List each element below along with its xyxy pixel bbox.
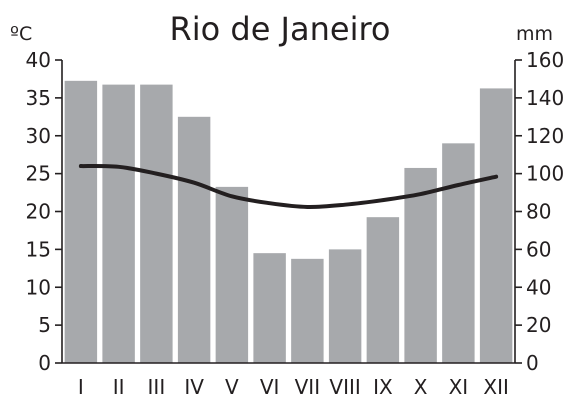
precipitation-bar-IX bbox=[366, 217, 400, 363]
precipitation-bar-X bbox=[404, 167, 437, 363]
month-label-I: I bbox=[78, 375, 84, 399]
right-tick-label-100: 100 bbox=[526, 162, 564, 186]
precipitation-bar-VII bbox=[291, 258, 324, 363]
left-tick-label-40: 40 bbox=[26, 48, 51, 72]
right-tick-label-140: 140 bbox=[526, 86, 564, 110]
precipitation-bar-II bbox=[102, 84, 135, 364]
precipitation-bar-III bbox=[140, 84, 173, 364]
left-tick-label-0: 0 bbox=[38, 351, 51, 375]
right-axis-unit-label: mm bbox=[516, 23, 553, 45]
left-axis-unit-label: ºC bbox=[10, 23, 32, 45]
right-tick-label-20: 20 bbox=[526, 313, 551, 337]
right-tick-label-160: 160 bbox=[526, 48, 564, 72]
left-tick-label-20: 20 bbox=[26, 200, 51, 224]
month-label-XII: XII bbox=[483, 375, 509, 399]
left-tick-label-30: 30 bbox=[26, 124, 51, 148]
temperature-line-layer bbox=[78, 164, 499, 209]
left-axis-ticks: 0 5 10 15 20 25 30 35 40 bbox=[26, 48, 62, 375]
precipitation-bar-I bbox=[64, 80, 98, 363]
right-tick-label-0: 0 bbox=[526, 351, 539, 375]
left-tick-label-15: 15 bbox=[26, 237, 51, 261]
precipitation-bar-XII bbox=[479, 88, 513, 363]
month-label-IV: IV bbox=[184, 375, 204, 399]
precipitation-bar-VI bbox=[253, 253, 286, 363]
temperature-line bbox=[78, 164, 499, 209]
left-tick-label-5: 5 bbox=[38, 313, 51, 337]
left-tick-label-25: 25 bbox=[26, 162, 51, 186]
right-tick-label-80: 80 bbox=[526, 200, 551, 224]
left-tick-label-35: 35 bbox=[26, 86, 51, 110]
month-label-VI: VI bbox=[260, 375, 280, 399]
precipitation-bar-IV bbox=[177, 116, 211, 363]
month-label-IX: IX bbox=[373, 375, 393, 399]
month-label-III: III bbox=[148, 375, 166, 399]
precipitation-bars bbox=[64, 80, 513, 364]
month-label-VII: VII bbox=[295, 375, 320, 399]
right-tick-label-120: 120 bbox=[526, 124, 564, 148]
month-axis-ticks: I II III IV V VI VII VIII IX X XI XII bbox=[78, 375, 509, 399]
month-label-X: X bbox=[414, 375, 428, 399]
left-tick-label-10: 10 bbox=[26, 275, 51, 299]
month-label-II: II bbox=[113, 375, 125, 399]
precipitation-bar-VIII bbox=[328, 249, 362, 364]
right-tick-label-40: 40 bbox=[526, 275, 551, 299]
month-label-VIII: VIII bbox=[329, 375, 360, 399]
right-tick-label-60: 60 bbox=[526, 237, 551, 261]
month-label-V: V bbox=[225, 375, 239, 399]
month-label-XI: XI bbox=[449, 375, 469, 399]
chart-title: Rio de Janeiro bbox=[170, 10, 391, 48]
precipitation-bar-XI bbox=[442, 143, 475, 363]
right-axis-ticks: 0 20 40 60 80 100 120 140 160 bbox=[515, 48, 564, 375]
precipitation-bar-V bbox=[215, 186, 249, 363]
